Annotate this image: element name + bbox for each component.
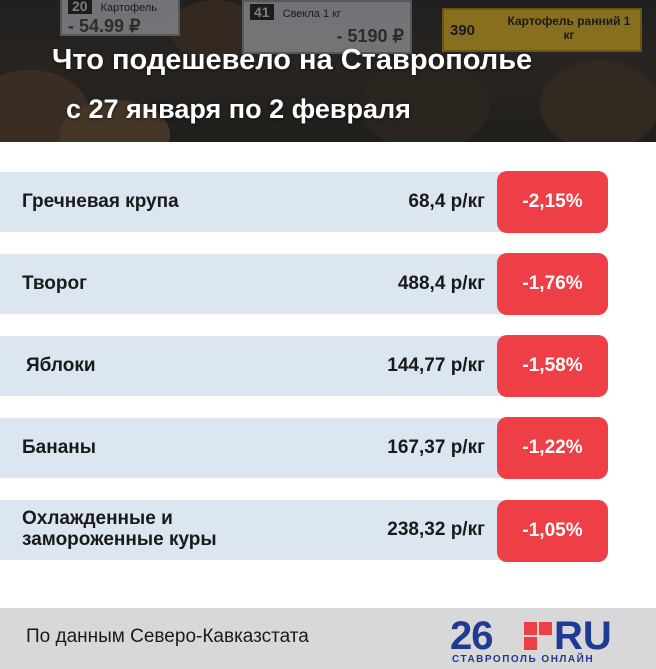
- header-shade: [0, 0, 656, 142]
- page-subtitle: с 27 января по 2 февраля: [66, 94, 411, 124]
- change-badge: -1,58%: [497, 335, 608, 397]
- change-badge: -1,05%: [497, 500, 608, 562]
- product-price: 167,37 р/кг: [387, 437, 485, 458]
- header-photo: 20 Картофель - 54.99 ₽ 41 Свекла 1 кг - …: [0, 0, 656, 142]
- photo-price-tag-price: - 54.99 ₽: [68, 16, 141, 36]
- source-text: По данным Северо-Кавказстата: [26, 626, 309, 647]
- photo-price-tag-label: Картофель: [100, 2, 158, 14]
- product-price: 238,32 р/кг: [387, 519, 485, 540]
- change-badge: -2,15%: [497, 171, 608, 233]
- photo-yellow-tag-number: 390: [450, 22, 476, 39]
- logo-26ru: 26 RU СТАВРОПОЛЬ ОНЛАЙН: [450, 614, 620, 666]
- photo-price-tag-price: - 5190 ₽: [336, 26, 405, 46]
- potato-shape: [540, 60, 656, 142]
- photo-yellow-tag-label: Картофель ранний 1 кг: [507, 14, 631, 42]
- logo-digits: 26: [450, 614, 493, 658]
- logo-city: СТАВРОПОЛЬ ОНЛАЙН: [452, 654, 595, 665]
- page-title: Что подешевело на Ставрополье: [52, 44, 533, 76]
- product-name: Яблоки: [26, 354, 96, 376]
- logo-ru: RU: [554, 614, 612, 658]
- logo-mark-icon: [524, 622, 552, 650]
- photo-price-tag: 20 Картофель - 54.99 ₽: [60, 0, 180, 36]
- photo-price-tag-label: Свекла 1 кг: [282, 8, 341, 20]
- potato-shape: [360, 60, 490, 142]
- photo-price-tag: 41 Свекла 1 кг - 5190 ₽: [242, 0, 412, 54]
- product-name: Творог: [22, 272, 88, 294]
- product-name: Бананы: [22, 436, 96, 458]
- product-price: 68,4 р/кг: [408, 191, 485, 212]
- photo-price-tag-number: 20: [68, 0, 92, 14]
- change-badge: -1,22%: [497, 417, 608, 479]
- product-name: Охлажденные и замороженные куры: [22, 508, 217, 550]
- photo-price-tag-number: 41: [250, 4, 274, 20]
- change-badge: -1,76%: [497, 253, 608, 315]
- footer: По данным Северо-Кавказстата 26 RU СТАВР…: [0, 608, 656, 669]
- product-name: Гречневая крупа: [22, 190, 179, 212]
- product-price: 144,77 р/кг: [387, 355, 485, 376]
- photo-yellow-price-tag: 390 Картофель ранний 1 кг: [442, 8, 642, 52]
- product-price: 488,4 р/кг: [397, 273, 485, 294]
